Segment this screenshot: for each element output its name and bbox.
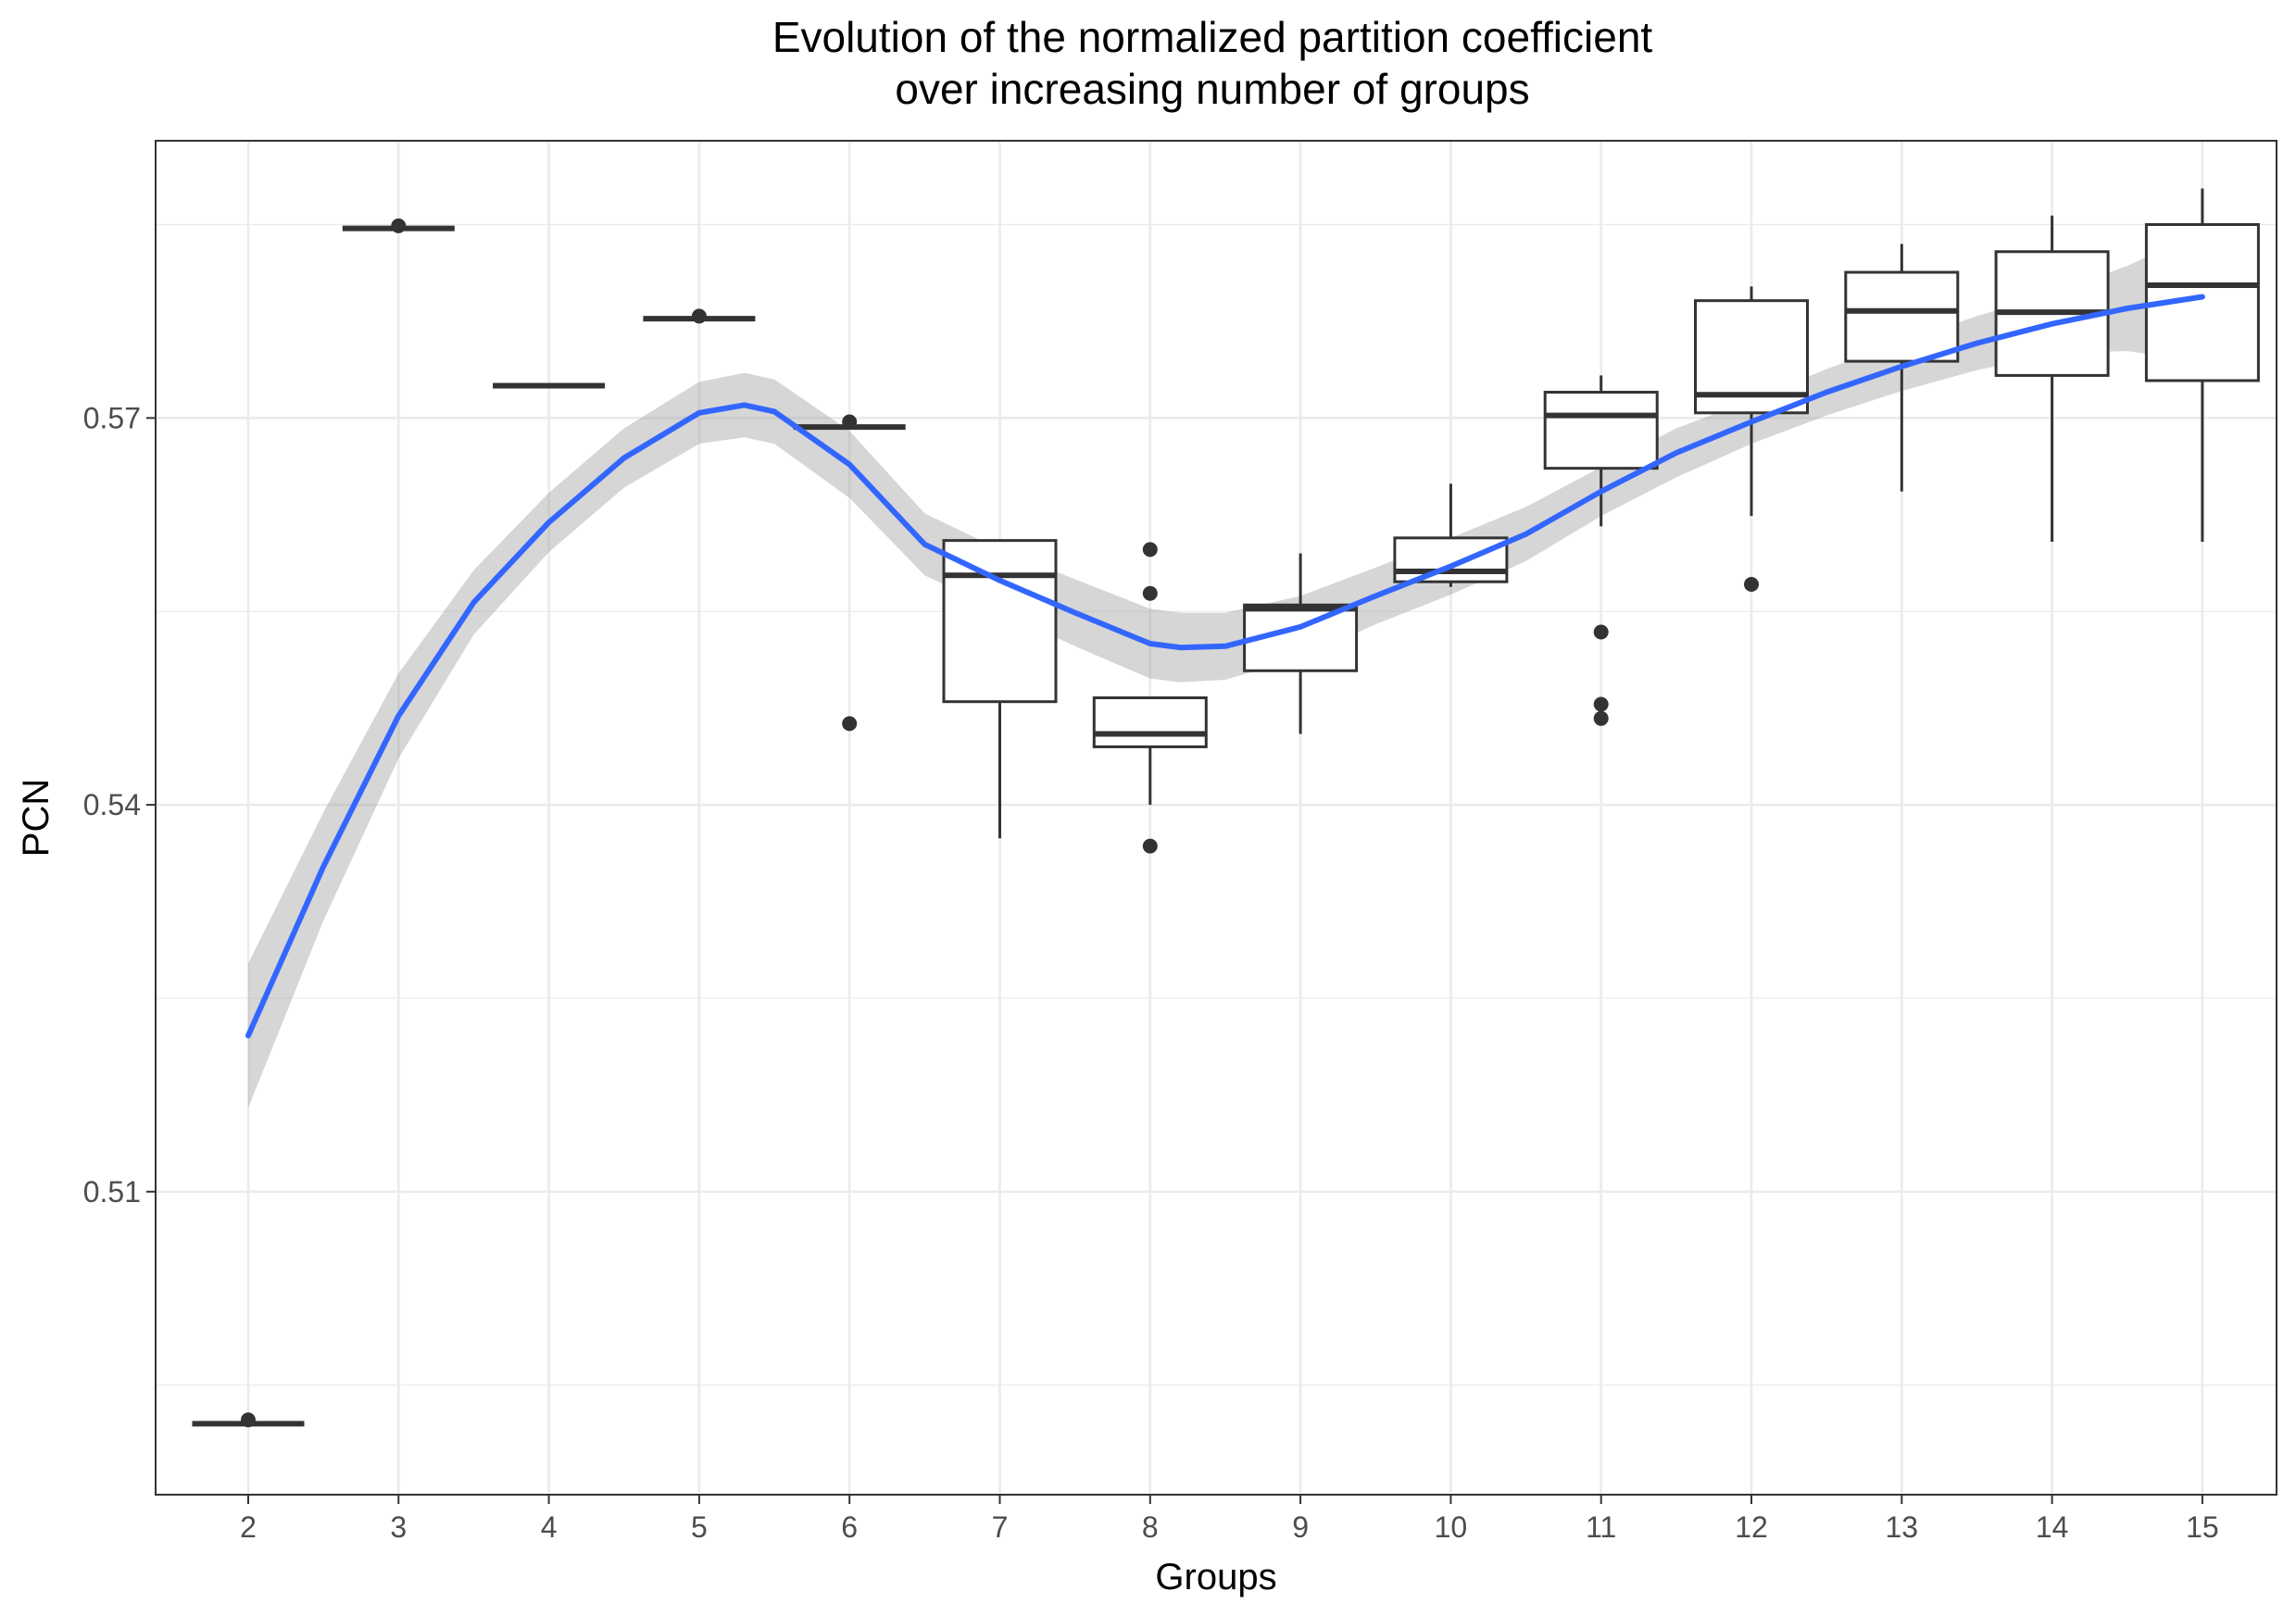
box-iqr [1543, 391, 1659, 470]
outlier-point [1142, 585, 1158, 601]
x-tick-label: 5 [691, 1510, 708, 1544]
boxplot-group-5 [643, 308, 756, 324]
boxplot-group-2 [192, 1412, 305, 1428]
box-iqr [942, 539, 1058, 704]
panel-border [155, 140, 2277, 1496]
x-tick-label: 15 [2186, 1510, 2219, 1544]
x-tick-label: 6 [841, 1510, 858, 1544]
grid-lines [156, 141, 2277, 1495]
y-tick-label: 0.57 [83, 401, 141, 434]
boxplot-group-10 [1393, 483, 1509, 587]
smooth-trend [245, 294, 2205, 1039]
confidence-band-area [248, 231, 2202, 1109]
boxplot-group-8 [1092, 542, 1208, 854]
outlier-point [842, 414, 858, 430]
outlier-point [241, 1412, 256, 1428]
box-iqr [1844, 270, 1960, 363]
x-tick-label: 10 [1435, 1510, 1468, 1544]
smooth-line [245, 294, 2205, 1039]
y-tick-label: 0.51 [83, 1175, 141, 1209]
x-tick-label: 8 [1142, 1510, 1159, 1544]
box-iqr [1393, 536, 1509, 583]
x-tick-label: 12 [1735, 1510, 1768, 1544]
x-axis-title: Groups [1155, 1557, 1276, 1597]
boxplot-group-11 [1543, 375, 1659, 726]
chart-title-line-1: Evolution of the normalized partition co… [772, 13, 1653, 61]
y-axis-title: PCN [16, 779, 56, 857]
chart-title: Evolution of the normalized partition co… [772, 13, 1653, 113]
outlier-point [1593, 710, 1609, 726]
boxplots [192, 188, 2260, 1428]
boxplot-group-6 [793, 414, 906, 732]
outlier-point [391, 218, 407, 233]
outlier-point [1593, 624, 1609, 640]
boxplot-group-12 [1694, 286, 1809, 592]
x-tick-label: 9 [1292, 1510, 1309, 1544]
x-tick-label: 11 [1586, 1510, 1616, 1544]
y-tick-label: 0.54 [83, 788, 141, 821]
confidence-band [248, 231, 2202, 1109]
outlier-point [1142, 838, 1158, 854]
x-tick-label: 14 [2036, 1510, 2069, 1544]
y-axis: 0.51 0.54 0.57 [83, 401, 156, 1209]
outlier-point [1744, 576, 1759, 592]
boxplot-group-7 [942, 539, 1058, 839]
x-axis: 2 3 4 5 6 7 8 9 10 11 12 13 14 15 [240, 1495, 2219, 1544]
outlier-point [1142, 542, 1158, 557]
plot-panel [156, 141, 2277, 1495]
outlier-point [842, 716, 858, 732]
outlier-point [691, 308, 707, 324]
chart-title-line-2: over increasing number of groups [895, 65, 1529, 113]
x-tick-label: 13 [1886, 1510, 1919, 1544]
boxplot-group-13 [1844, 244, 1960, 492]
x-tick-label: 4 [541, 1510, 558, 1544]
x-tick-label: 2 [240, 1510, 257, 1544]
outlier-point [1593, 696, 1609, 712]
box-iqr [1092, 696, 1208, 748]
x-tick-label: 3 [390, 1510, 407, 1544]
x-tick-label: 7 [992, 1510, 1009, 1544]
boxplot-group-3 [342, 218, 455, 233]
